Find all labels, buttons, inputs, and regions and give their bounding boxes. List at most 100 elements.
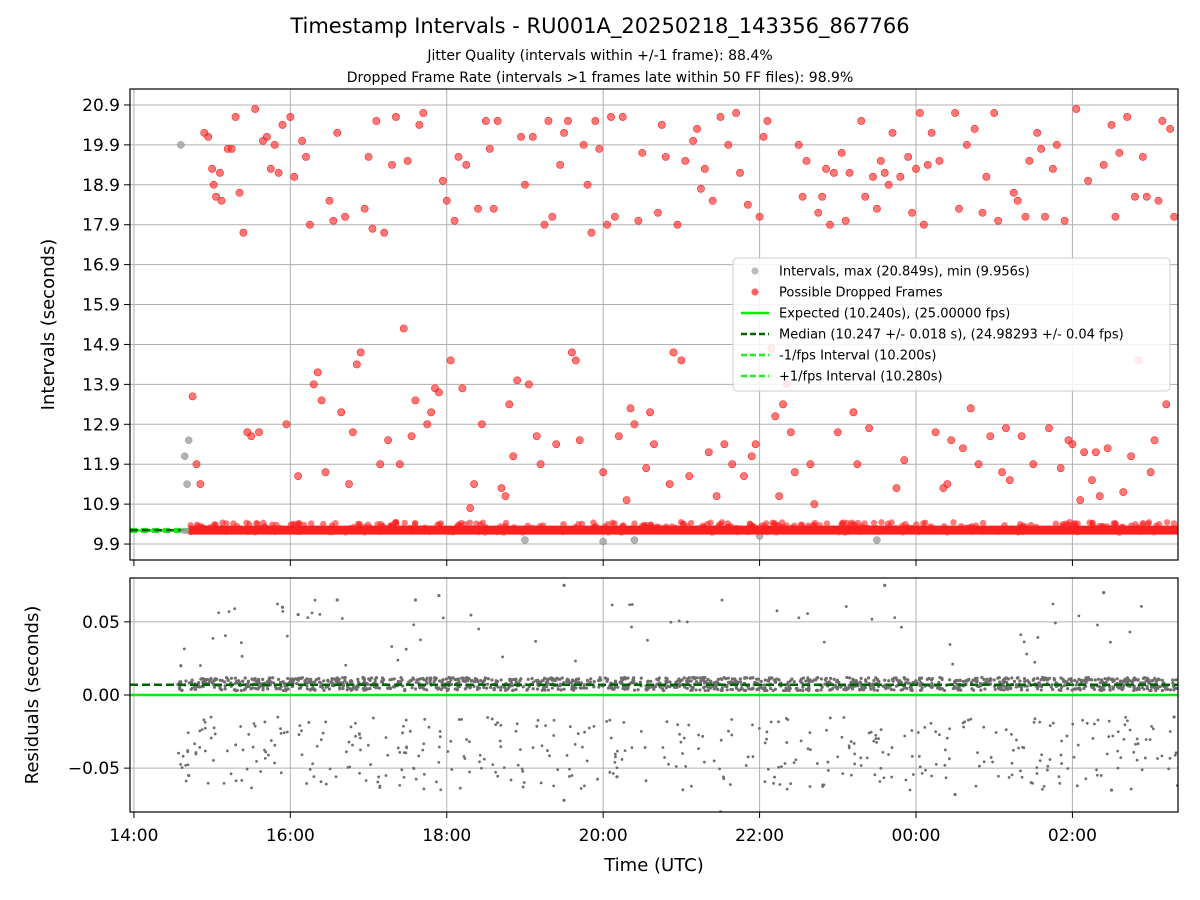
residual-point bbox=[879, 728, 883, 732]
residual-point bbox=[872, 678, 876, 683]
top-ytick-label: 16.9 bbox=[82, 256, 120, 276]
dropped-point bbox=[1002, 424, 1010, 433]
residual-point bbox=[349, 725, 353, 729]
residual-point bbox=[422, 787, 426, 791]
residual-point bbox=[245, 767, 249, 771]
residual-point bbox=[184, 763, 188, 767]
residual-point bbox=[849, 680, 853, 684]
residual-point bbox=[181, 754, 185, 758]
residual-point bbox=[1025, 652, 1029, 656]
dropped-point bbox=[884, 180, 893, 189]
residual-point bbox=[652, 687, 656, 691]
residual-point bbox=[646, 679, 650, 683]
residual-point bbox=[378, 786, 382, 789]
residual-point bbox=[412, 623, 416, 627]
dropped-point bbox=[341, 212, 349, 221]
dropped-point bbox=[434, 521, 441, 528]
residual-point bbox=[881, 750, 885, 754]
residual-point bbox=[526, 687, 530, 691]
residual-point bbox=[787, 688, 791, 693]
residual-point bbox=[427, 725, 431, 729]
residual-point bbox=[742, 688, 746, 692]
residual-point bbox=[784, 686, 788, 690]
residual-point bbox=[918, 765, 922, 769]
residual-point bbox=[429, 677, 433, 681]
residual-point bbox=[477, 627, 481, 631]
residual-point bbox=[340, 617, 344, 620]
residual-point bbox=[850, 687, 855, 691]
residual-point bbox=[943, 748, 947, 752]
interval-point bbox=[184, 436, 193, 445]
dropped-point bbox=[552, 440, 561, 449]
residual-point bbox=[1066, 767, 1070, 770]
residual-point bbox=[789, 782, 793, 786]
residual-point bbox=[220, 679, 224, 683]
residual-point bbox=[763, 780, 767, 784]
residual-point bbox=[509, 778, 513, 782]
residual-point bbox=[239, 725, 243, 728]
dropped-point bbox=[560, 129, 568, 137]
dropped-point bbox=[1089, 519, 1096, 527]
dropped-point bbox=[231, 113, 240, 121]
dropped-point bbox=[622, 496, 631, 505]
residual-point bbox=[224, 634, 227, 638]
residual-point bbox=[247, 732, 251, 736]
residual-point bbox=[441, 678, 445, 682]
residual-point bbox=[266, 687, 270, 691]
residual-point bbox=[761, 686, 765, 690]
dropped-point bbox=[478, 420, 486, 429]
chart-subtitle-dropped: Dropped Frame Rate (intervals >1 frames … bbox=[346, 70, 854, 86]
dropped-point bbox=[212, 192, 220, 201]
residual-point bbox=[730, 687, 735, 692]
residual-point bbox=[306, 677, 310, 681]
residual-point bbox=[808, 731, 812, 734]
legend-label: +1/fps Interval (10.280s) bbox=[779, 370, 943, 385]
dropped-point bbox=[972, 522, 980, 529]
residual-point bbox=[1002, 684, 1006, 688]
residual-point bbox=[918, 683, 922, 687]
legend-label: Possible Dropped Frames bbox=[779, 286, 943, 301]
residual-point bbox=[1135, 737, 1139, 741]
residual-point bbox=[798, 688, 802, 692]
residual-point bbox=[246, 684, 250, 689]
dropped-point bbox=[888, 519, 895, 526]
residual-point bbox=[801, 685, 805, 689]
residual-point bbox=[514, 677, 518, 681]
residual-point bbox=[424, 679, 428, 683]
residual-point bbox=[199, 664, 202, 667]
residual-point bbox=[253, 686, 257, 690]
residual-point bbox=[869, 687, 873, 691]
dropped-point bbox=[700, 164, 709, 173]
residual-point bbox=[201, 680, 205, 684]
dropped-point bbox=[1072, 105, 1081, 113]
residual-point bbox=[714, 680, 718, 684]
residual-point bbox=[945, 736, 949, 740]
residual-point bbox=[844, 688, 848, 692]
dropped-point bbox=[1088, 476, 1096, 485]
residual-point bbox=[273, 761, 277, 765]
residual-point bbox=[297, 686, 302, 691]
dropped-point bbox=[539, 522, 547, 529]
residual-point bbox=[626, 685, 630, 689]
residual-point bbox=[963, 720, 967, 724]
dropped-point bbox=[1037, 144, 1046, 153]
dropped-point bbox=[919, 220, 928, 229]
dropped-point bbox=[257, 524, 265, 532]
residual-point bbox=[574, 686, 578, 690]
residual-point bbox=[940, 677, 944, 682]
dropped-point bbox=[544, 117, 553, 125]
dropped-point bbox=[665, 480, 674, 489]
residual-point bbox=[608, 770, 612, 774]
residual-point bbox=[281, 610, 285, 613]
residual-point bbox=[335, 598, 339, 602]
residual-point bbox=[1164, 687, 1168, 691]
residual-point bbox=[396, 658, 400, 662]
residual-point bbox=[718, 767, 722, 771]
residual-point bbox=[908, 685, 912, 689]
residual-point bbox=[664, 676, 668, 680]
residual-point bbox=[1104, 681, 1108, 685]
dropped-point bbox=[356, 348, 365, 357]
bottom-xtick-label: 20:00 bbox=[579, 826, 628, 846]
dropped-point bbox=[230, 520, 237, 527]
residual-point bbox=[769, 720, 773, 724]
